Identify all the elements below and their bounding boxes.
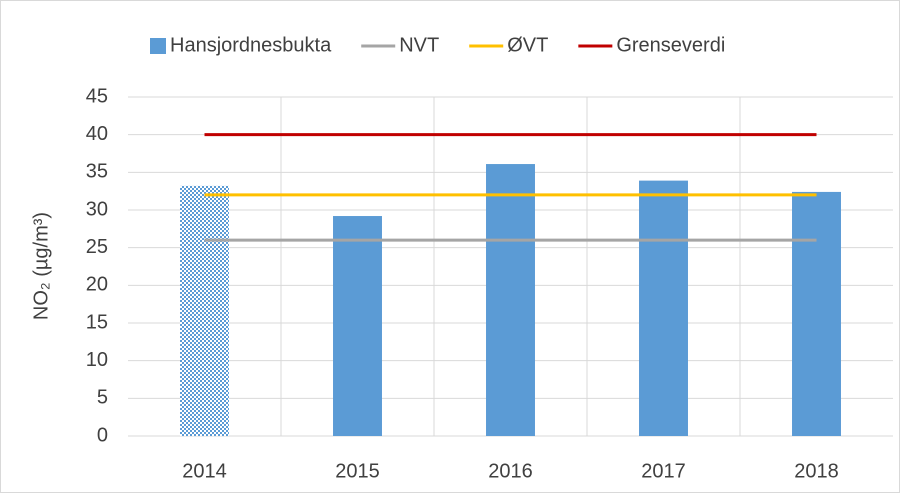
y-tick-label: 35 bbox=[86, 161, 108, 183]
bar bbox=[333, 216, 382, 436]
bar bbox=[792, 191, 841, 436]
y-tick-label: 10 bbox=[86, 349, 108, 371]
y-tick-label: 25 bbox=[86, 236, 108, 258]
bar bbox=[639, 180, 688, 436]
legend-swatch bbox=[150, 38, 166, 54]
x-tick-label: 2014 bbox=[182, 460, 227, 482]
x-tick-label: 2017 bbox=[641, 460, 686, 482]
y-tick-label: 30 bbox=[86, 198, 108, 220]
x-tick-label: 2016 bbox=[488, 460, 533, 482]
y-axis-label: NO₂ (µg/m³) bbox=[30, 212, 52, 320]
y-tick-label: 5 bbox=[97, 387, 108, 409]
y-tick-label: 20 bbox=[86, 274, 108, 296]
y-tick-label: 40 bbox=[86, 123, 108, 145]
legend-label: NVT bbox=[399, 34, 439, 56]
y-tick-label: 15 bbox=[86, 311, 108, 333]
x-tick-label: 2015 bbox=[335, 460, 380, 482]
bar bbox=[180, 185, 229, 436]
x-tick-label: 2018 bbox=[794, 460, 839, 482]
bar bbox=[486, 164, 535, 436]
y-tick-label: 45 bbox=[86, 85, 108, 107]
legend-label: ØVT bbox=[507, 34, 548, 56]
legend-label: Grenseverdi bbox=[616, 34, 725, 56]
y-tick-label: 0 bbox=[97, 424, 108, 446]
legend-label: Hansjordnesbukta bbox=[170, 34, 332, 56]
